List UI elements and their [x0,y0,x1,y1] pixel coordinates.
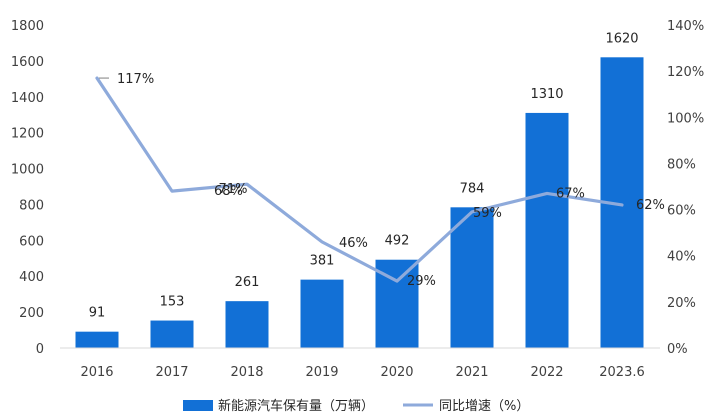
x-axis: 2016 2017 2018 2019 2020 2021 2022 2023.6 [80,365,644,380]
line-data-label: 71% [219,182,248,197]
y-right-tick-label: 60% [667,204,696,219]
y-right-axis: 0% 20% 40% 60% 80% 100% 120% 140% [667,19,704,357]
bar [225,301,269,348]
y-right-tick-label: 0% [667,342,688,357]
y-left-tick-label: 0 [36,342,44,357]
line-data-label: 46% [339,236,368,251]
bar-data-label: 261 [235,275,260,290]
legend-label-bar: 新能源汽车保有量（万辆） [218,398,374,414]
y-left-tick-label: 1600 [11,55,44,70]
y-left-tick-label: 1000 [11,163,44,178]
y-right-tick-label: 80% [667,157,696,172]
bar-data-label: 492 [385,234,410,249]
legend-swatch-bar [183,400,213,411]
line-data-label: 62% [636,198,665,213]
bar [150,320,194,348]
y-left-tick-label: 600 [19,234,44,249]
y-left-tick-label: 1400 [11,91,44,106]
x-tick-label: 2021 [455,365,488,380]
legend: 新能源汽车保有量（万辆） 同比增速（%） [183,398,529,414]
y-left-tick-label: 1200 [11,127,44,142]
y-right-tick-label: 100% [667,111,704,126]
y-left-tick-label: 200 [19,306,44,321]
y-right-tick-label: 40% [667,250,696,265]
line-data-label: 117% [117,72,154,87]
y-left-tick-label: 1800 [11,19,44,34]
bar-data-label: 381 [310,254,335,269]
y-right-tick-label: 140% [667,19,704,34]
x-tick-label: 2017 [155,365,188,380]
bar-data-labels: 91 153 261 381 492 784 1310 1620 [89,31,639,320]
y-left-tick-label: 800 [19,198,44,213]
line-data-labels: 117% 68%71% 46% 29% 59% 67% 62% [99,72,665,289]
x-tick-label: 2022 [530,365,563,380]
y-left-axis: 0 200 400 600 800 1000 1200 1400 1600 1800 [11,19,44,357]
x-tick-label: 2020 [380,365,413,380]
line-data-label: 68% [214,184,243,199]
legend-label-line: 同比增速（%） [439,399,529,414]
x-tick-label: 2016 [80,365,113,380]
line-data-label: 67% [556,186,585,201]
y-right-tick-label: 120% [667,65,704,80]
bar-data-label: 153 [160,295,185,310]
x-tick-label: 2019 [305,365,338,380]
y-right-tick-label: 20% [667,296,696,311]
bar-data-label: 91 [89,306,106,321]
line-data-label: 59% [473,206,502,221]
y-left-tick-label: 400 [19,270,44,285]
line-series [95,76,624,283]
bar [525,112,569,348]
bar [300,279,344,348]
bar-data-label: 1310 [530,87,563,102]
bar-data-label: 1620 [605,31,638,46]
x-tick-label: 2018 [230,365,263,380]
bar [75,331,119,348]
bar-data-label: 784 [460,181,485,196]
line-data-label: 29% [407,274,436,289]
bar [450,207,494,348]
growth-line [95,76,624,283]
x-tick-label: 2023.6 [599,365,645,380]
